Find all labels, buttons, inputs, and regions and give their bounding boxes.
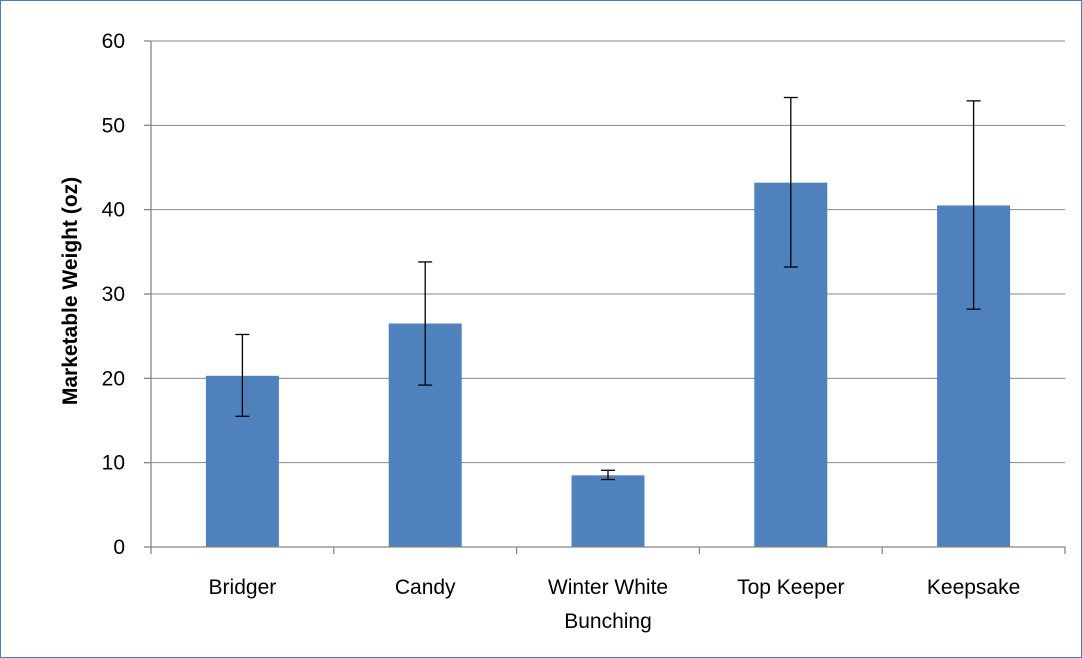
gridlines bbox=[151, 40, 1065, 464]
bars bbox=[205, 182, 1011, 547]
axes bbox=[144, 40, 1066, 554]
x-tick-label: Top Keeper bbox=[737, 576, 844, 599]
x-tick-label: Keepsake bbox=[927, 576, 1020, 599]
x-tick-label: Winter White bbox=[548, 576, 668, 599]
y-tick-label: 60 bbox=[102, 30, 125, 53]
x-tick-labels: Bridger Candy Winter White Bunching Top Keep… bbox=[209, 576, 1021, 633]
y-tick-label: 20 bbox=[102, 367, 125, 390]
x-tick-label: Bunching bbox=[564, 610, 652, 633]
y-tick-labels: 0 10 20 30 40 50 60 bbox=[102, 30, 125, 559]
x-tick-label: Bridger bbox=[209, 576, 277, 599]
y-tick-label: 30 bbox=[102, 283, 125, 306]
y-tick-label: 10 bbox=[102, 452, 125, 475]
y-tick-label: 0 bbox=[113, 536, 125, 559]
y-tick-label: 50 bbox=[102, 114, 125, 137]
y-tick-label: 40 bbox=[102, 199, 125, 222]
error-bars bbox=[235, 96, 981, 481]
y-axis-title: Marketable Weight (oz) bbox=[59, 177, 82, 405]
x-tick-label: Candy bbox=[395, 576, 456, 599]
bar bbox=[571, 475, 645, 547]
